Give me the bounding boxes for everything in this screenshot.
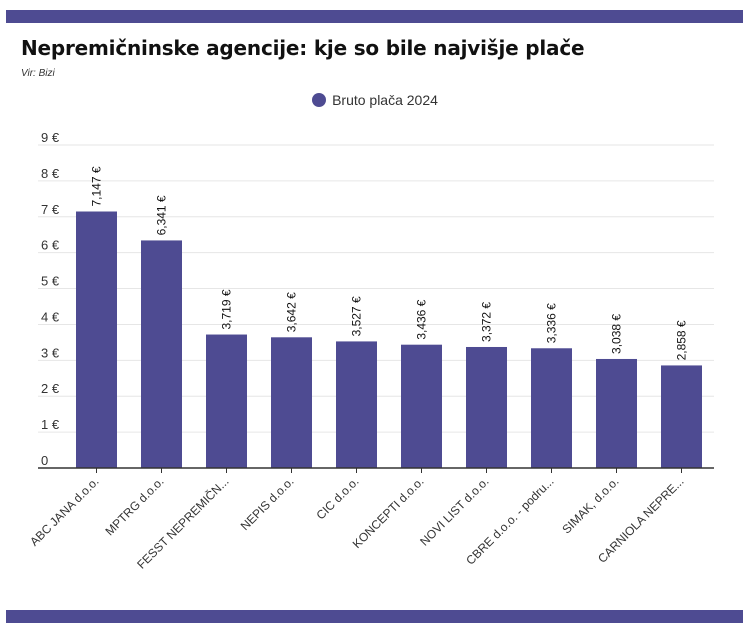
category-label: NOVI LIST d.o.o. xyxy=(417,474,491,548)
bar-value-label: 3,527 € xyxy=(350,296,364,336)
bottom-accent-bar xyxy=(6,610,743,623)
bar xyxy=(336,341,377,468)
legend[interactable]: Bruto plača 2024 xyxy=(0,92,750,108)
bar-value-label: 3,372 € xyxy=(480,302,494,342)
bar xyxy=(531,348,572,468)
y-tick-label: 7 € xyxy=(41,202,60,217)
category-label: SIMAK, d.o.o. xyxy=(559,474,621,536)
bar-value-label: 3,336 € xyxy=(545,303,559,343)
bar xyxy=(401,344,442,468)
y-tick-label: 4 € xyxy=(41,309,60,324)
bar-value-label: 3,436 € xyxy=(415,299,429,339)
category-label: ABC JANA d.o.o. xyxy=(27,474,102,549)
bar xyxy=(466,346,507,468)
bar-value-label: 6,341 € xyxy=(155,195,169,235)
y-tick-label: 0 xyxy=(41,453,48,468)
category-label: CIC d.o.o. xyxy=(314,474,362,522)
legend-swatch xyxy=(312,93,327,107)
y-tick-label: 6 € xyxy=(41,238,60,253)
y-tick-label: 9 € xyxy=(41,130,60,145)
y-tick-label: 3 € xyxy=(41,345,60,360)
chart-title: Nepremičninske agencije: kje so bile naj… xyxy=(21,36,585,60)
category-label: MPTRG d.o.o. xyxy=(102,474,166,538)
bar xyxy=(271,337,312,468)
category-label: NEPIS d.o.o. xyxy=(238,474,297,533)
y-tick-label: 5 € xyxy=(41,274,60,289)
bar xyxy=(206,334,247,468)
bar xyxy=(596,358,637,468)
bar xyxy=(141,240,182,468)
bar-value-label: 7,147 € xyxy=(90,166,104,206)
y-tick-label: 8 € xyxy=(41,166,60,181)
source-note: Vir: Bizi xyxy=(21,68,55,79)
bar-value-label: 3,038 € xyxy=(610,314,624,354)
top-accent-bar xyxy=(6,10,743,23)
bar xyxy=(76,211,117,468)
bar-value-label: 3,719 € xyxy=(220,289,234,329)
category-label: KONCEPTI d.o.o. xyxy=(350,474,427,551)
bar-value-label: 2,858 € xyxy=(675,320,689,360)
legend-label: Bruto plača 2024 xyxy=(332,92,438,108)
bar xyxy=(661,365,702,468)
y-tick-label: 2 € xyxy=(41,381,60,396)
bar-value-label: 3,642 € xyxy=(285,292,299,332)
y-tick-label: 1 € xyxy=(41,417,60,432)
